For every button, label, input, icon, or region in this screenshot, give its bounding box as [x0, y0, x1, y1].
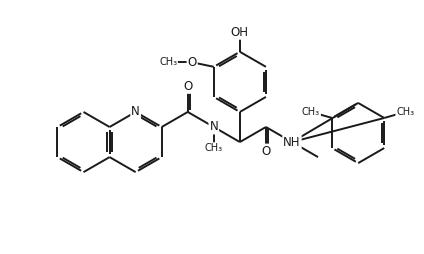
Text: N: N: [131, 105, 140, 118]
Text: CH₃: CH₃: [302, 107, 320, 117]
Text: O: O: [187, 56, 197, 69]
Text: O: O: [183, 80, 192, 93]
Text: CH₃: CH₃: [159, 57, 177, 67]
Text: CH₃: CH₃: [205, 143, 223, 153]
Text: CH₃: CH₃: [396, 107, 414, 117]
Text: O: O: [261, 145, 271, 157]
Text: N: N: [209, 120, 218, 134]
Text: NH: NH: [283, 136, 301, 149]
Text: OH: OH: [231, 26, 249, 39]
